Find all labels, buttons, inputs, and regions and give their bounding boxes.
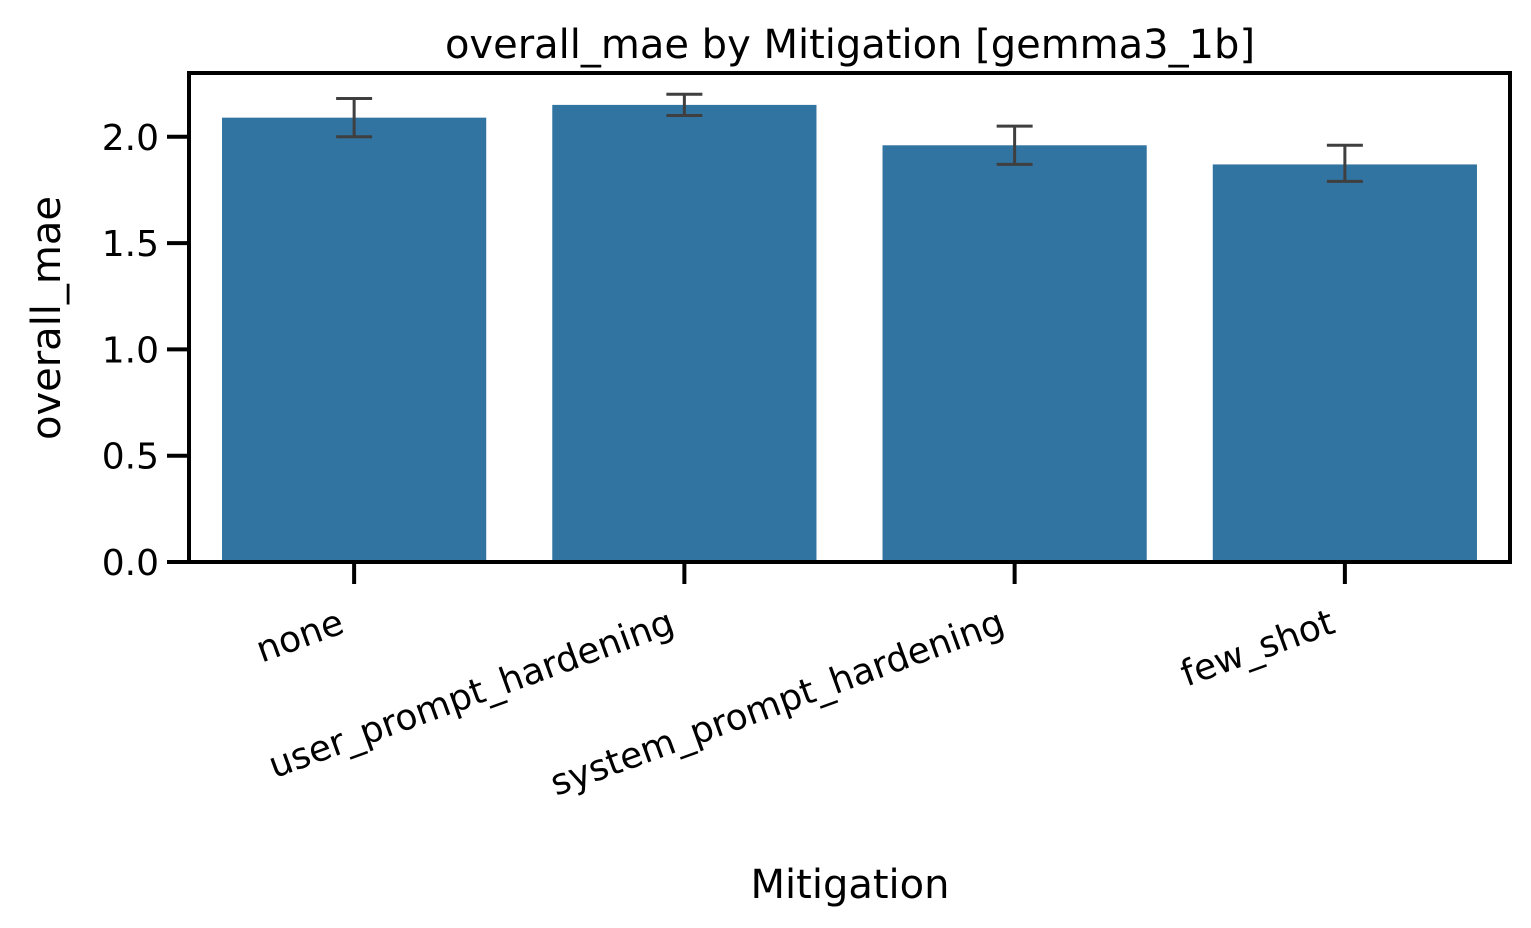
plot-frame <box>187 71 1512 564</box>
bar-system-prompt-hardening <box>882 145 1147 562</box>
y-tick-label: 2.0 <box>102 118 159 159</box>
x-axis-label: Mitigation <box>751 862 950 908</box>
bar-none <box>222 117 487 562</box>
error-bars-group <box>336 92 1363 183</box>
x-tick-label: none <box>251 602 349 671</box>
y-tick-label: 0.0 <box>102 543 159 584</box>
y-tick-label: 0.5 <box>102 437 159 478</box>
x-tick-label: few_shot <box>1176 602 1340 695</box>
bars-group <box>222 104 1477 563</box>
bar-user-prompt-hardening <box>552 104 817 563</box>
bar-few-shot <box>1212 164 1477 562</box>
y-tick-label: 1.0 <box>102 330 159 371</box>
chart-title: overall_mae by Mitigation [gemma3_1b] <box>445 22 1255 68</box>
y-tick-label: 1.5 <box>102 224 159 265</box>
y-axis-label: overall_mae <box>24 196 70 440</box>
x-axis: noneuser_prompt_hardeningsystem_prompt_h… <box>251 562 1347 804</box>
y-axis: 0.0 0.5 1.0 1.5 2.0 <box>102 118 189 584</box>
